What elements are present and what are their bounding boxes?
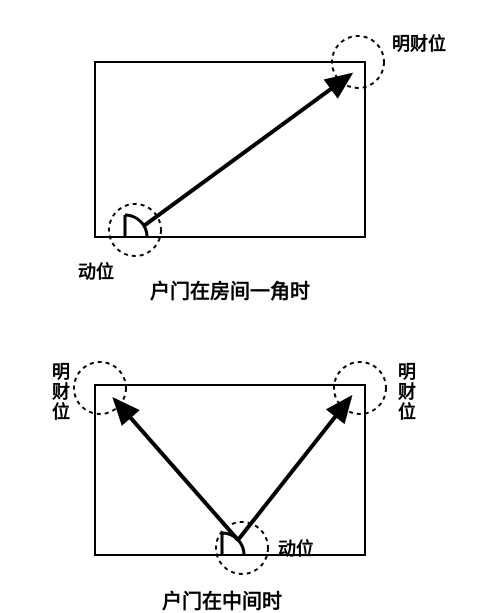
label-dongwei: 动位 <box>78 261 114 282</box>
label-mingcaiwei-right: 明财位 <box>398 362 416 422</box>
svg-text:财: 财 <box>52 381 70 402</box>
svg-text:位: 位 <box>52 401 70 422</box>
svg-text:位: 位 <box>398 401 416 422</box>
svg-text:财: 财 <box>398 381 416 402</box>
label-mingcaiwei-left: 明财位 <box>52 362 70 422</box>
label-dongwei: 动位 <box>278 538 314 559</box>
caption-corner: 户门在房间一角时 <box>150 279 310 303</box>
svg-text:明: 明 <box>52 362 70 382</box>
label-mingcaiwei: 明财位 <box>392 33 446 54</box>
svg-text:明: 明 <box>398 362 416 382</box>
caption-center: 户门在中间时 <box>162 589 282 613</box>
